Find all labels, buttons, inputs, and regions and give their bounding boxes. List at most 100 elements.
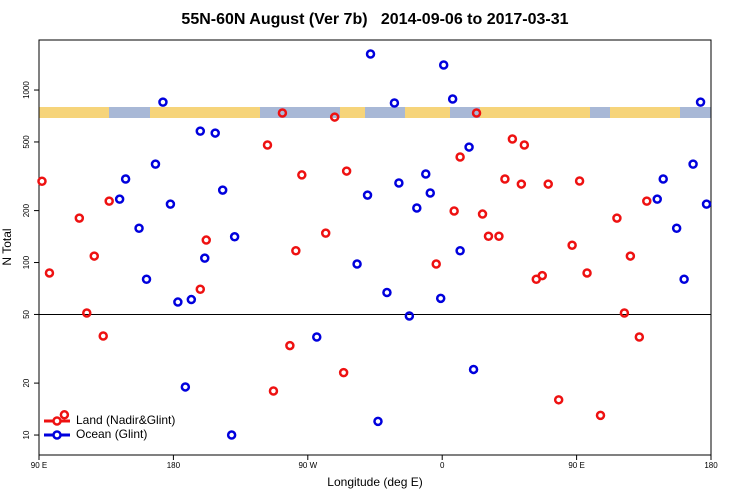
point xyxy=(500,174,510,184)
point xyxy=(200,253,210,263)
y-tick-label: 500 xyxy=(22,135,31,149)
point xyxy=(455,152,465,162)
point xyxy=(173,297,183,307)
point xyxy=(612,213,622,223)
x-tick-label: 90 E xyxy=(568,461,584,470)
point xyxy=(277,108,288,118)
point xyxy=(574,176,585,186)
point xyxy=(519,140,530,150)
point xyxy=(642,196,652,206)
point xyxy=(114,194,125,204)
point xyxy=(382,287,392,298)
point xyxy=(394,178,404,188)
point xyxy=(291,246,301,256)
y-tick-label: 1000 xyxy=(22,81,31,99)
x-tick-label: 180 xyxy=(167,461,181,470)
point xyxy=(134,223,144,234)
point xyxy=(150,159,161,169)
point xyxy=(695,97,706,107)
point xyxy=(553,395,564,405)
map-strip xyxy=(39,107,711,118)
point xyxy=(412,203,422,213)
point xyxy=(165,199,176,209)
plot-frame xyxy=(38,39,712,456)
point xyxy=(567,240,577,250)
point xyxy=(438,60,449,70)
point xyxy=(268,386,279,396)
point xyxy=(362,190,373,200)
point xyxy=(98,331,108,341)
point xyxy=(471,108,482,118)
point xyxy=(464,142,474,152)
x-tick-label: 180 xyxy=(704,461,718,470)
legend-label: Land (Nadir&Glint) xyxy=(76,413,175,427)
point xyxy=(582,268,592,278)
point xyxy=(543,179,553,189)
point xyxy=(477,209,488,219)
point xyxy=(285,340,295,351)
point xyxy=(373,416,383,427)
point xyxy=(483,231,494,242)
point xyxy=(195,126,206,136)
point xyxy=(435,293,446,304)
point xyxy=(201,235,212,245)
point xyxy=(338,367,349,378)
point xyxy=(195,284,206,295)
y-tick-label: 200 xyxy=(22,203,31,217)
y-axis-label: N Total xyxy=(0,228,14,265)
point xyxy=(671,223,682,234)
point xyxy=(679,274,689,284)
point xyxy=(89,251,100,261)
point xyxy=(74,213,85,223)
point xyxy=(37,176,47,186)
y-tick-label: 100 xyxy=(22,255,31,269)
y-tick-label: 50 xyxy=(22,309,31,318)
point xyxy=(425,188,436,198)
point xyxy=(297,170,307,180)
point xyxy=(82,308,92,318)
legend-marker xyxy=(52,430,62,440)
point xyxy=(595,410,606,421)
point xyxy=(210,128,220,138)
point xyxy=(619,308,630,318)
point xyxy=(104,196,114,206)
x-tick-label: 90 W xyxy=(298,461,317,470)
point xyxy=(688,159,698,169)
point xyxy=(468,364,479,375)
point xyxy=(180,382,191,392)
point xyxy=(431,259,441,269)
point xyxy=(158,97,168,107)
y-tick-label: 20 xyxy=(22,378,31,387)
legend-marker xyxy=(52,416,62,426)
point xyxy=(625,251,636,261)
point xyxy=(59,410,70,420)
point xyxy=(404,311,415,321)
point xyxy=(229,232,240,242)
point xyxy=(262,140,273,150)
x-tick-label: 90 E xyxy=(31,461,47,470)
point xyxy=(217,185,228,195)
point xyxy=(365,49,376,59)
point xyxy=(701,199,712,209)
point xyxy=(341,166,352,176)
point xyxy=(320,228,331,238)
point xyxy=(652,194,662,204)
point xyxy=(389,98,400,108)
point xyxy=(658,174,668,184)
point xyxy=(494,231,504,242)
point xyxy=(634,332,645,342)
point xyxy=(421,169,431,179)
point xyxy=(186,294,197,305)
point xyxy=(312,332,322,342)
chart-title: 55N-60N August (Ver 7b) 2014-09-06 to 20… xyxy=(181,11,568,28)
point xyxy=(329,112,340,122)
point xyxy=(226,430,237,440)
point xyxy=(455,246,465,256)
point xyxy=(120,174,131,184)
point xyxy=(537,270,548,281)
y-tick-label: 10 xyxy=(22,430,31,439)
x-axis-label: Longitude (deg E) xyxy=(327,475,422,489)
point xyxy=(352,259,362,269)
point xyxy=(516,179,527,189)
